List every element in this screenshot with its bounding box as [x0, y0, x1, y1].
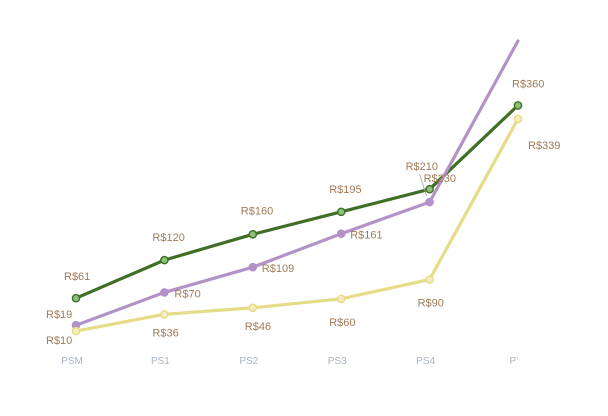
data-point-s2-ps1: [160, 288, 169, 297]
x-tick-label-ps2: PS2: [239, 356, 258, 367]
series-lines: [74, 39, 520, 333]
data-label-s2-ps3: R$161: [350, 230, 382, 242]
x-tick-label-ps5: P’: [510, 356, 519, 367]
data-label-s1-psm: R$61: [64, 271, 90, 283]
data-label-s3-psm: R$10: [46, 335, 72, 347]
data-label-s3-ps3: R$60: [329, 317, 355, 329]
x-tick-label-ps1: PS1: [151, 356, 170, 367]
series-line-2: [74, 39, 520, 327]
data-point-s2-ps3: [336, 229, 346, 238]
data-label-s2-ps2: R$109: [262, 263, 294, 275]
data-point-s1-ps2: [248, 229, 258, 239]
data-label-s2-ps4: R$210: [406, 161, 438, 173]
data-point-s2-ps4: [425, 197, 434, 207]
data-point-s1-ps5: [513, 101, 523, 110]
series-markers: [71, 101, 523, 336]
data-label-s1-ps3: R$195: [329, 184, 361, 196]
data-label-s2-ps1: R$70: [174, 288, 200, 300]
data-label-s1-ps4: R$230: [424, 173, 456, 185]
data-point-s1-psm: [71, 293, 81, 303]
data-label-s3-ps1: R$36: [152, 327, 178, 339]
x-tick-label-ps3: PS3: [328, 356, 347, 367]
data-label-s3-ps2: R$46: [245, 321, 271, 333]
data-point-s3-ps1: [160, 309, 169, 319]
data-point-s3-ps4: [425, 275, 434, 284]
data-label-s1-ps1: R$120: [152, 232, 184, 244]
data-label-s1-ps5: R$360: [512, 78, 544, 90]
data-point-s1-ps1: [160, 255, 169, 265]
x-tick-label-psm: PSM: [61, 356, 83, 367]
data-label-s1-ps2: R$160: [241, 205, 273, 217]
data-point-s2-ps2: [248, 262, 258, 272]
data-label-s3-ps4: R$90: [418, 298, 444, 310]
data-label-s2-psm: R$19: [46, 309, 72, 321]
label-leader-line: [419, 173, 427, 197]
data-point-s3-ps3: [336, 294, 346, 304]
data-labels: R$61 R$120 R$160 R$195 R$230 R$360 R$19 R$70 R$1…: [46, 78, 560, 347]
data-point-s1-ps3: [336, 207, 346, 217]
x-tick-label-ps4: PS4: [416, 356, 435, 367]
data-point-s3-ps5: [513, 114, 523, 124]
data-point-s1-ps4: [425, 184, 434, 194]
series-line-3: [74, 117, 520, 333]
data-point-s3-ps2: [248, 303, 258, 313]
series-line-1: [74, 103, 520, 300]
x-axis-tick-labels: PSM PS1 PS2 PS3 PS4 P’: [61, 356, 518, 367]
data-point-s3-psm: [71, 326, 81, 336]
data-label-s3-ps5: R$339: [528, 140, 560, 152]
